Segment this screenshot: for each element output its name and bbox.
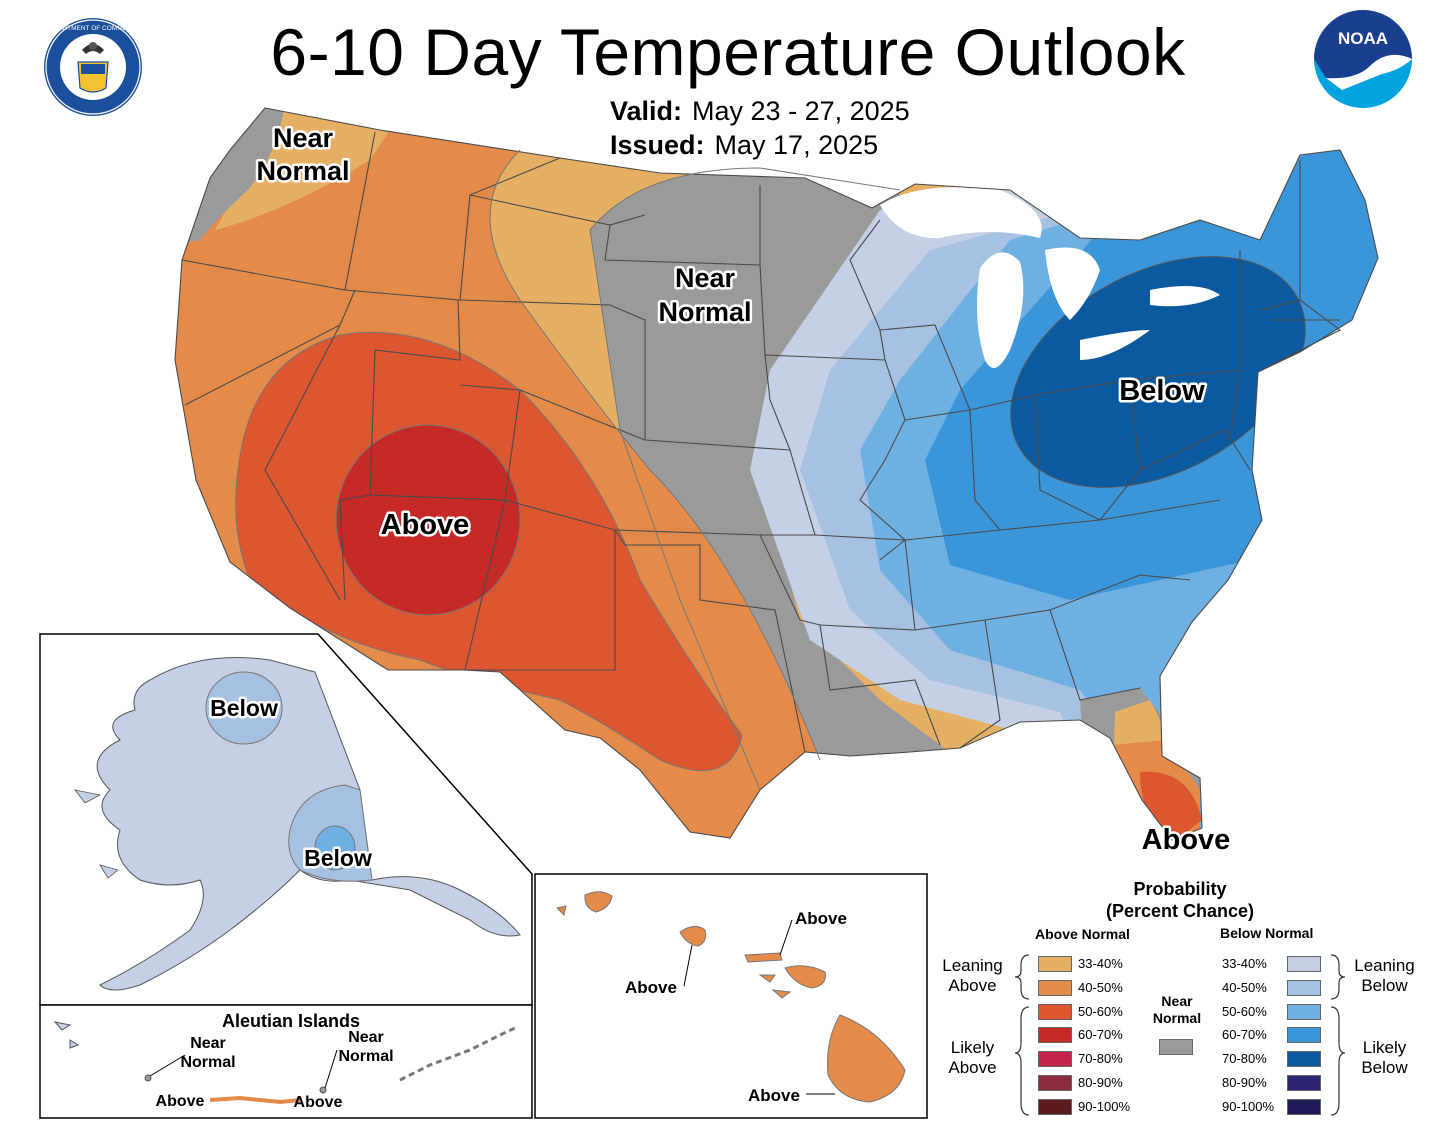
legend-leaning-below-1: Leaning — [1354, 956, 1415, 975]
legend: Probability (Percent Chance) Above Norma… — [935, 868, 1435, 1118]
label-ak-below-north: Below — [210, 695, 278, 721]
legend-leaning-above-1: Leaning — [942, 956, 1003, 975]
aleutian-above-1: Above — [156, 1093, 205, 1110]
alaska-inset: Below Below — [39, 633, 533, 1006]
label-plains-near: Near — [675, 263, 736, 293]
aleutian-near-2-bottom: Normal — [338, 1048, 393, 1065]
legend-likely-above: Likely Above — [935, 1038, 1010, 1078]
legend-near-1: Near — [1161, 993, 1193, 1009]
legend-swatch-below-1 — [1287, 979, 1321, 996]
valid-line: Valid: May 23 - 27, 2025 — [610, 96, 910, 127]
legend-label-above-6: 90-100% — [1078, 1098, 1131, 1114]
zone-near-normal-plains — [590, 168, 960, 840]
legend-leaning-below: Leaning Below — [1347, 956, 1422, 996]
legend-label-above-3: 60-70% — [1078, 1027, 1123, 1043]
legend-likely-below-2: Below — [1361, 1058, 1408, 1077]
legend-likely-above-1: Likely — [950, 1038, 995, 1057]
legend-near-2: Normal — [1152, 1010, 1202, 1026]
legend-label-below-6: 90-100% — [1222, 1098, 1275, 1114]
legend-label-below-3: 60-70% — [1222, 1027, 1267, 1043]
legend-swatch-above-5 — [1038, 1075, 1072, 1091]
legend-swatch-below-4 — [1287, 1051, 1321, 1068]
legend-label-above-2: 50-60% — [1078, 1003, 1123, 1019]
issued-line: Issued: May 17, 2025 — [610, 130, 878, 161]
great-lakes — [880, 187, 1220, 368]
legend-likely-below: Likely Below — [1347, 1038, 1422, 1078]
label-hi-above-south: Above — [748, 1086, 800, 1105]
legend-swatch-above-4 — [1038, 1051, 1072, 1068]
legend-swatch-near-normal — [1159, 1039, 1193, 1055]
legend-above-header: Above Normal — [1035, 926, 1130, 942]
aleutian-title: Aleutian Islands — [222, 1011, 360, 1031]
page-title: 6-10 Day Temperature Outlook — [270, 15, 1186, 89]
legend-title-line-1: Probability — [1133, 879, 1227, 899]
legend-likely-above-2: Above — [948, 1058, 997, 1077]
label-ak-below-south: Below — [304, 845, 372, 871]
seal-text: DEPARTMENT OF COMMERCE — [45, 25, 141, 32]
legend-left-braces — [1014, 954, 1030, 1116]
legend-swatch-above-6 — [1038, 1098, 1072, 1115]
legend-swatch-above-1 — [1038, 979, 1072, 996]
legend-swatch-above-0 — [1038, 956, 1072, 972]
aleutian-near-2-top: Near — [348, 1029, 384, 1046]
legend-swatch-below-3 — [1287, 1027, 1321, 1044]
legend-label-below-5: 80-90% — [1222, 1075, 1267, 1090]
hawaii-inset: Above Above Above — [534, 873, 928, 1119]
valid-label: Valid: — [610, 96, 683, 126]
legend-label-above-1: 40-50% — [1078, 979, 1123, 995]
alaska-below-40-50-north — [205, 671, 283, 745]
legend-title-line-2: (Percent Chance) — [1105, 901, 1255, 921]
legend-label-below-0: 33-40% — [1222, 956, 1267, 971]
legend-leaning-below-2: Below — [1361, 976, 1408, 995]
issued-date: May 17, 2025 — [714, 130, 879, 160]
legend-swatch-above-2 — [1038, 1003, 1072, 1020]
legend-below-header: Below Normal — [1220, 925, 1314, 941]
label-hi-above-west: Above — [625, 978, 677, 997]
valid-date: May 23 - 27, 2025 — [692, 96, 910, 126]
noaa-logo-icon: NOAA — [1314, 10, 1412, 108]
legend-label-below-2: 50-60% — [1222, 1003, 1267, 1019]
legend-right-braces — [1330, 954, 1346, 1116]
label-ne-below: Below — [1119, 375, 1205, 407]
state-borders — [174, 107, 1379, 841]
legend-swatch-below-0 — [1287, 956, 1321, 972]
aleutian-inset: Aleutian Islands Near Normal Near Normal… — [39, 1004, 533, 1119]
legend-label-above-0: 33-40% — [1078, 956, 1123, 971]
contours — [489, 149, 901, 791]
legend-leaning-above: Leaning Above — [935, 956, 1010, 996]
legend-swatch-above-3 — [1038, 1027, 1072, 1044]
legend-swatch-below-6 — [1287, 1098, 1321, 1115]
label-fl-above: Above — [1142, 824, 1231, 856]
noaa-text: NOAA — [1338, 29, 1388, 48]
aleutian-near-1-top: Near — [190, 1035, 226, 1052]
legend-swatch-below-2 — [1287, 1003, 1321, 1020]
alaska-below-50-60 — [314, 825, 356, 871]
label-nw-normal: Normal — [256, 156, 349, 186]
issued-label: Issued: — [610, 130, 705, 160]
zone-above-60-70 — [335, 424, 521, 616]
legend-label-below-4: 70-80% — [1222, 1051, 1267, 1067]
legend-title: Probability (Percent Chance) — [1050, 878, 1310, 922]
legend-near-normal: Near Normal — [1147, 993, 1207, 1027]
label-sw-above: Above — [381, 509, 470, 541]
legend-leaning-above-2: Above — [948, 976, 997, 995]
legend-label-above-4: 70-80% — [1078, 1051, 1123, 1067]
legend-swatch-below-5 — [1287, 1075, 1321, 1091]
label-hi-above-north: Above — [795, 909, 847, 928]
aleutian-above-2: Above — [294, 1094, 343, 1111]
label-plains-normal: Normal — [658, 297, 751, 327]
aleutian-near-1-bottom: Normal — [180, 1054, 235, 1071]
legend-label-below-1: 40-50% — [1222, 979, 1267, 995]
legend-likely-below-1: Likely — [1362, 1038, 1407, 1057]
legend-label-above-5: 80-90% — [1078, 1075, 1123, 1090]
commerce-seal-icon: DEPARTMENT OF COMMERCE — [44, 18, 142, 116]
label-nw-near: Near — [273, 123, 334, 153]
